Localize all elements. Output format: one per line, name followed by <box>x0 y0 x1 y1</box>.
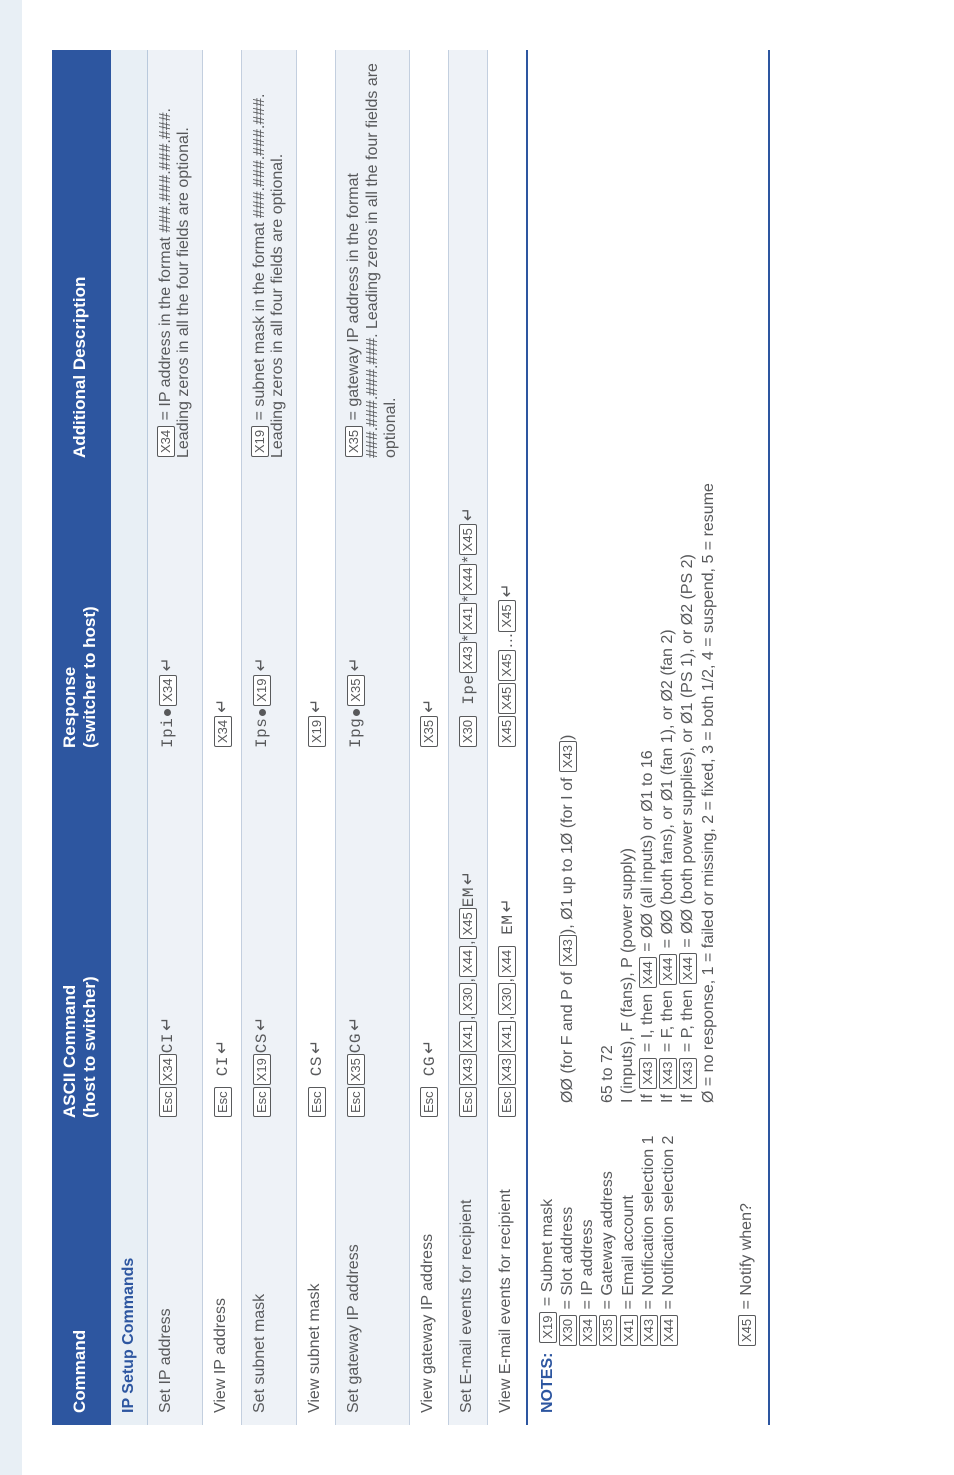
response: X34 <box>203 470 242 760</box>
cmd-label: Set IP address <box>148 1130 203 1425</box>
col-desc: Additional Description <box>52 50 110 470</box>
cmd-label: Set E-mail events for recipient <box>448 1130 487 1425</box>
ascii-cmd: Esc CI <box>203 760 242 1130</box>
cmd-label: Set subnet mask <box>242 1130 297 1425</box>
cmd-label: Set gateway IP address <box>336 1130 409 1425</box>
cmd-label: View subnet mask <box>297 1130 336 1425</box>
col-ascii: ASCII Command(host to switcher) <box>52 760 110 1130</box>
desc: X19 = subnet mask in the format ###.###.… <box>242 50 297 470</box>
ascii-cmd: EscX34CI <box>148 760 203 1130</box>
command-table: Command ASCII Command(host to switcher) … <box>52 50 770 1425</box>
desc: X35 = gateway IP address in the format #… <box>336 50 409 470</box>
response: X30 IpeX43*X41*X44*X45 <box>448 470 487 760</box>
response: X35 <box>409 470 448 760</box>
section-title: IP Setup Commands <box>110 50 148 1425</box>
response: X45X45X45…X45 <box>487 470 527 760</box>
ascii-cmd: EscX43X41,X30,X44 EM <box>487 760 527 1130</box>
cmd-label: View E-mail events for recipient <box>487 1130 527 1425</box>
ascii-cmd: EscX35CG <box>336 760 409 1130</box>
notes-block: NOTES: X19 = Subnet mask X30 = Slot addr… <box>527 50 769 1425</box>
ascii-cmd: EscX19CS <box>242 760 297 1130</box>
response: IpgX35 <box>336 470 409 760</box>
ascii-cmd: Esc CS <box>297 760 336 1130</box>
col-command: Command <box>52 1130 110 1425</box>
ascii-cmd: EscX43X41,X30,X44,X45EM <box>448 760 487 1130</box>
cmd-label: View gateway IP address <box>409 1130 448 1425</box>
response: IpsX19 <box>242 470 297 760</box>
ascii-cmd: Esc CG <box>409 760 448 1130</box>
desc: X34 = IP address in the format ###.###.#… <box>148 50 203 470</box>
cmd-label: View IP address <box>203 1130 242 1425</box>
response: IpiX34 <box>148 470 203 760</box>
col-response: Response(switcher to host) <box>52 470 110 760</box>
response: X19 <box>297 470 336 760</box>
